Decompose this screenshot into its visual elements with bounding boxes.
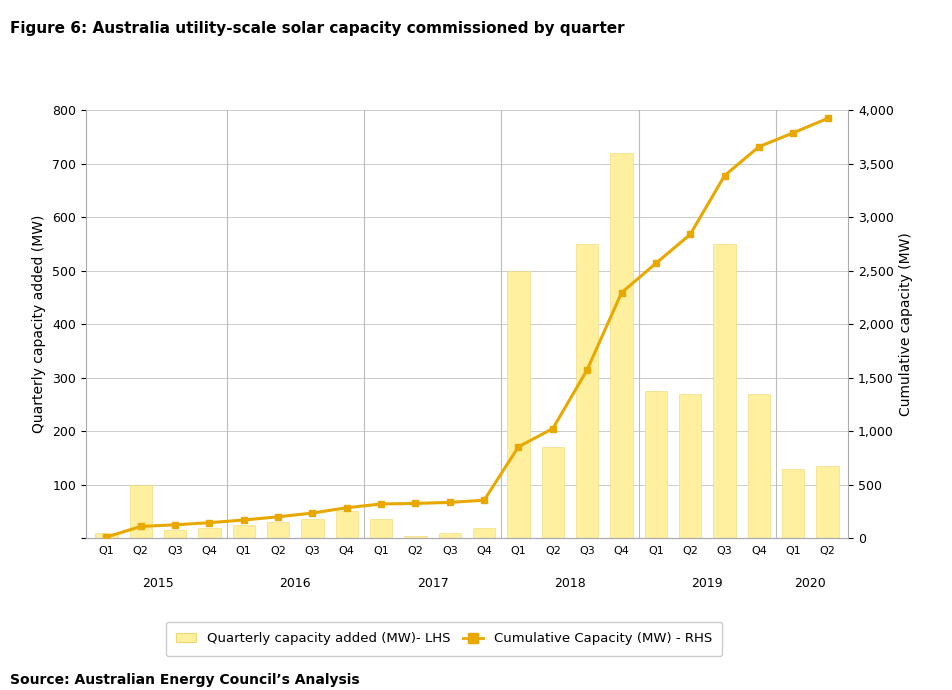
Bar [267, 522, 289, 538]
Bar [609, 153, 632, 538]
Bar [438, 533, 461, 538]
Bar [232, 525, 254, 538]
Bar [747, 394, 769, 538]
Bar [129, 484, 151, 538]
Text: 2017: 2017 [416, 577, 448, 590]
Bar [506, 270, 529, 538]
Text: Figure 6: Australia utility-scale solar capacity commissioned by quarter: Figure 6: Australia utility-scale solar … [10, 21, 624, 36]
Y-axis label: Quarterly capacity added (MW): Quarterly capacity added (MW) [32, 215, 47, 433]
Y-axis label: Cumulative capacity (MW): Cumulative capacity (MW) [899, 233, 912, 416]
Bar [713, 244, 735, 538]
Bar [95, 533, 117, 538]
Text: 2015: 2015 [142, 577, 173, 590]
Legend: Quarterly capacity added (MW)- LHS, Cumulative Capacity (MW) - RHS: Quarterly capacity added (MW)- LHS, Cumu… [166, 622, 722, 656]
Bar [369, 520, 392, 538]
Text: 2019: 2019 [691, 577, 723, 590]
Text: 2020: 2020 [794, 577, 825, 590]
Bar [782, 469, 803, 538]
Bar [164, 530, 186, 538]
Bar [335, 511, 358, 538]
Text: 2018: 2018 [553, 577, 585, 590]
Bar [541, 447, 564, 538]
Bar [644, 391, 666, 538]
Bar [404, 535, 426, 538]
Bar [575, 244, 598, 538]
Bar [301, 520, 324, 538]
Bar [679, 394, 701, 538]
Bar [816, 466, 838, 538]
Text: Source: Australian Energy Council’s Analysis: Source: Australian Energy Council’s Anal… [10, 673, 359, 687]
Text: 2016: 2016 [279, 577, 310, 590]
Bar [472, 527, 495, 538]
Bar [198, 527, 220, 538]
